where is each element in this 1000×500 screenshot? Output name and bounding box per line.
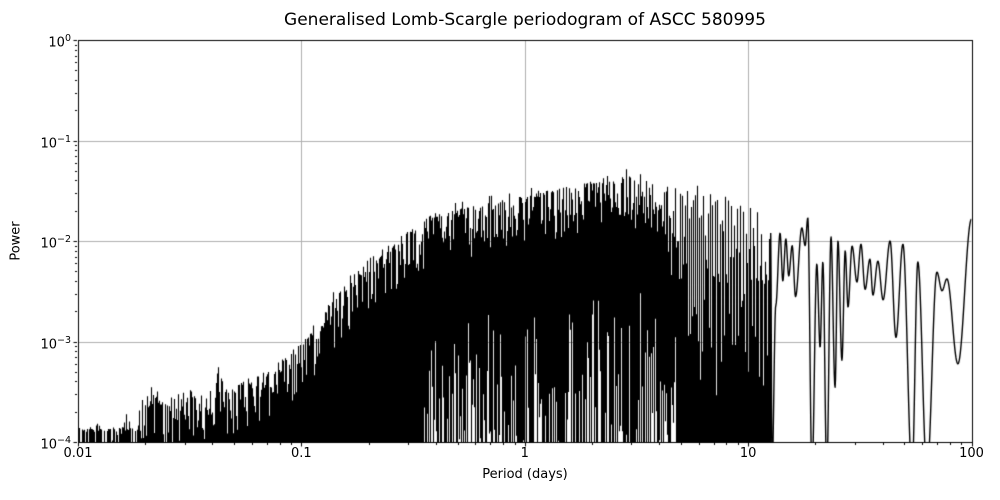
- y-tick-label: 10−4: [40, 435, 71, 453]
- y-tick-label: 10−3: [40, 334, 71, 352]
- chart-title: Generalised Lomb-Scargle periodogram of …: [284, 10, 766, 30]
- x-tick-label: 10: [739, 446, 757, 461]
- x-tick-label: 100: [959, 446, 984, 461]
- x-tick-label: 0.01: [63, 446, 93, 461]
- x-tick-label: 0.1: [291, 446, 312, 461]
- y-tick-label: 10−1: [40, 133, 71, 151]
- x-axis-label: Period (days): [482, 467, 568, 482]
- y-tick-label: 10−2: [40, 234, 71, 252]
- x-tick-label: 1: [520, 446, 529, 461]
- y-tick-label: 100: [48, 33, 71, 51]
